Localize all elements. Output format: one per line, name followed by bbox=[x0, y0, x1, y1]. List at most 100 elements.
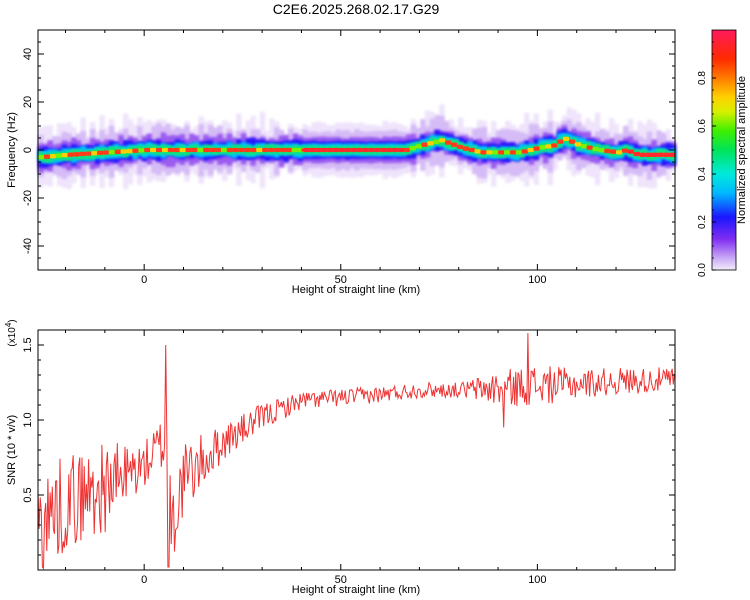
spectrogram-peak bbox=[439, 138, 446, 143]
spectrogram-peak bbox=[421, 142, 428, 147]
colorbar-label: Normalized spectral amplitude bbox=[736, 76, 748, 224]
snr-y-tick-label: 1.5 bbox=[22, 337, 34, 352]
spectrogram-peak bbox=[161, 147, 169, 153]
spectrogram-peak bbox=[562, 136, 570, 142]
spectrogram-peak bbox=[480, 150, 487, 155]
spectrogram-x-tick-label: 0 bbox=[141, 274, 147, 286]
spectrogram-heatmap bbox=[38, 104, 676, 190]
spectrogram-peak bbox=[126, 148, 133, 154]
spectrogram-peak bbox=[586, 145, 593, 150]
spectrogram-peak bbox=[669, 152, 676, 157]
spectrogram-peak bbox=[574, 142, 582, 147]
spectrogram-peak bbox=[633, 151, 641, 157]
spectrogram-peak bbox=[568, 139, 576, 144]
colorbar-tick-label: 0.0 bbox=[697, 263, 708, 277]
spectrogram-peak bbox=[73, 152, 80, 157]
spectrogram-peak bbox=[232, 147, 239, 153]
spectrogram-peak bbox=[580, 144, 587, 149]
spectrogram-y-tick-label: 40 bbox=[22, 48, 34, 60]
spectrogram-peak bbox=[244, 147, 251, 153]
spectrogram-peak bbox=[627, 149, 635, 154]
spectrogram-peak bbox=[279, 147, 287, 153]
snr-y-tick-label: 0.5 bbox=[22, 487, 34, 502]
spectrogram-core bbox=[38, 136, 676, 160]
colorbar-tick-label: 0.6 bbox=[697, 119, 708, 133]
spectrogram-y-tick-label: 0 bbox=[22, 147, 34, 153]
spectrogram-peak bbox=[155, 147, 163, 153]
spectrogram-peak bbox=[226, 147, 234, 153]
snr-x-tick-label: 0 bbox=[141, 574, 147, 586]
spectrogram-peak bbox=[462, 146, 469, 151]
spectrogram-peak bbox=[273, 147, 281, 153]
spectrogram-peak bbox=[444, 140, 452, 145]
spectrogram-peak bbox=[621, 148, 629, 153]
spectrogram-peak bbox=[657, 152, 664, 157]
spectrogram-peak bbox=[55, 153, 62, 158]
spectrogram-peak bbox=[209, 147, 216, 153]
spectrogram-peak bbox=[450, 142, 458, 147]
spectrogram-peak bbox=[468, 147, 475, 153]
spectrogram-peak bbox=[96, 150, 104, 156]
spectrogram-peak bbox=[285, 147, 293, 153]
figure-title: C2E6.2025.268.02.17.G29 bbox=[273, 1, 440, 17]
spectrogram-peak bbox=[167, 147, 175, 153]
spectrogram-peak bbox=[144, 147, 151, 153]
snr-background bbox=[38, 330, 675, 570]
spectrogram-peak bbox=[592, 146, 599, 152]
colorbar-ticks: 0.0 0.2 0.4 0.6 0.8 bbox=[697, 41, 716, 277]
spectrogram-peak bbox=[557, 139, 564, 144]
spectrogram-peak bbox=[610, 149, 617, 154]
spectrogram-peak bbox=[150, 147, 157, 153]
spectrogram-peak bbox=[38, 155, 45, 160]
spectrogram-peak bbox=[415, 144, 422, 149]
spectrogram-x-tick-label: 50 bbox=[335, 274, 347, 286]
spectrogram-peak bbox=[49, 154, 57, 159]
spectrogram-peak bbox=[498, 150, 505, 155]
spectrogram-peak bbox=[433, 139, 440, 144]
spectrogram-frame bbox=[37, 29, 676, 271]
spectrogram-peak bbox=[262, 147, 269, 153]
spectrogram-peak bbox=[509, 150, 517, 155]
spectrogram-peak bbox=[663, 152, 670, 157]
spectrogram-peak bbox=[197, 147, 204, 153]
snr-y-label: SNR (10 * v/v) bbox=[6, 415, 18, 485]
spectrogram-peak bbox=[486, 150, 493, 155]
colorbar-tick-label: 0.8 bbox=[697, 71, 708, 85]
spectrogram-peak bbox=[639, 152, 646, 157]
colorbar-gradient bbox=[711, 29, 737, 271]
spectrogram-peak bbox=[268, 147, 275, 153]
spectrogram-peak bbox=[79, 151, 86, 157]
snr-series-line bbox=[38, 332, 675, 570]
snr-frame bbox=[37, 329, 676, 571]
spectrogram-y-tick-label: -20 bbox=[22, 190, 34, 206]
spectrogram-peak bbox=[645, 152, 652, 157]
spectrogram-peak bbox=[539, 145, 546, 150]
spectrogram-peak bbox=[220, 147, 228, 153]
spectrogram-peak bbox=[492, 150, 499, 155]
colorbar-tick-label: 0.2 bbox=[697, 215, 708, 229]
colorbar-tick-label: 0.4 bbox=[697, 167, 708, 181]
colorbar: 0.0 0.2 0.4 0.6 0.8 Normalized spectral ampl… bbox=[697, 29, 748, 277]
spectrogram-peak bbox=[291, 147, 298, 153]
snr-y-scale: (x104) bbox=[4, 319, 18, 346]
spectrogram-panel: 0 50 100 -40 -20 0 20 40 Height of straight lin… bbox=[6, 29, 676, 296]
spectrogram-peak bbox=[521, 149, 528, 154]
spectrogram-y-tick-label: 20 bbox=[22, 96, 34, 108]
spectrogram-peak bbox=[409, 146, 416, 151]
spectrogram-peak bbox=[43, 154, 51, 159]
snr-x-tick-label: 50 bbox=[335, 574, 347, 586]
spectrogram-peak bbox=[545, 144, 552, 149]
spectrogram-peak bbox=[214, 147, 222, 153]
snr-panel: 0 50 100 0.5 1.0 1.5 Height of straight line … bbox=[4, 319, 676, 596]
spectrogram-peak bbox=[67, 152, 74, 157]
spectrogram-peak bbox=[616, 150, 623, 155]
spectrogram-peak bbox=[651, 152, 658, 157]
spectrogram-peak bbox=[138, 148, 145, 153]
snr-x-tick-label: 100 bbox=[528, 574, 546, 586]
spectrogram-peak bbox=[108, 150, 116, 155]
spectrogram-peak bbox=[256, 147, 263, 153]
spectrogram-peak bbox=[598, 148, 605, 153]
spectrogram-peak bbox=[91, 151, 98, 156]
